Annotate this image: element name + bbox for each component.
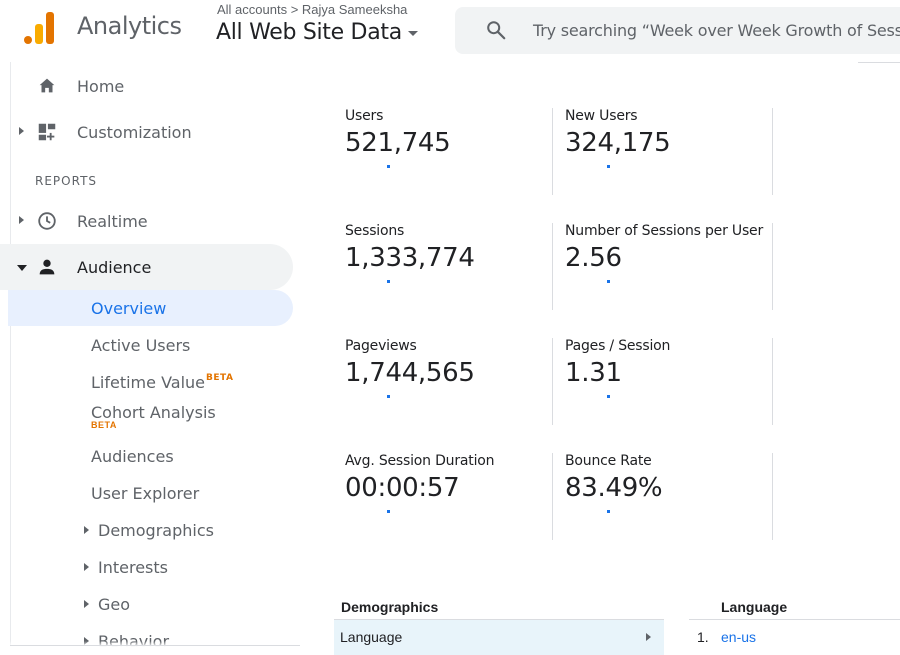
sparkline — [387, 165, 390, 168]
sidebar-item-active-users[interactable]: Active Users — [91, 336, 191, 355]
sparkline — [387, 395, 390, 398]
sidebar-item-geo[interactable]: Geo — [98, 595, 131, 614]
analytics-logo-icon[interactable] — [24, 10, 56, 44]
metric-divider — [552, 108, 553, 195]
overview-highlight — [8, 290, 293, 326]
sidebar-item-interests[interactable]: Interests — [98, 558, 168, 577]
metric-sessions[interactable]: Sessions 1,333,774 — [345, 223, 565, 311]
expand-arrow-icon — [84, 526, 89, 534]
search-bar[interactable]: Try searching “Week over Week Growth of … — [455, 7, 900, 54]
metric-new-users[interactable]: New Users 324,175 — [565, 108, 785, 196]
metric-name: Bounce Rate — [565, 453, 652, 469]
sidebar-item-overview[interactable]: Overview — [91, 299, 167, 318]
metric-divider — [552, 338, 553, 425]
sidebar-item-cohort-analysis[interactable]: Cohort Analysis — [91, 403, 216, 422]
metric-divider — [552, 223, 553, 310]
search-icon — [487, 21, 506, 40]
sidebar-item-customization[interactable]: Customization — [0, 112, 300, 152]
search-placeholder: Try searching “Week over Week Growth of … — [533, 21, 900, 40]
metric-value: 324,175 — [565, 128, 671, 158]
metric-value: 2.56 — [565, 243, 622, 273]
sidebar-item-label: Audience — [77, 258, 152, 277]
sparkline — [607, 395, 610, 398]
sidebar-fade — [0, 641, 300, 655]
sidebar-item-lifetime-value[interactable]: Lifetime ValueBETA — [91, 373, 233, 392]
metric-name: Users — [345, 108, 384, 124]
metric-value: 1,333,774 — [345, 243, 475, 273]
sidebar-item-home[interactable]: Home — [0, 66, 300, 106]
metric-divider — [552, 453, 553, 540]
metric-bounce-rate[interactable]: Bounce Rate 83.49% — [565, 453, 785, 541]
metric-pages-per-session[interactable]: Pages / Session 1.31 — [565, 338, 785, 426]
sidebar-item-audiences[interactable]: Audiences — [91, 447, 174, 466]
metric-value: 1.31 — [565, 358, 622, 388]
language-table-title: Language — [721, 599, 788, 615]
audience-highlight — [0, 244, 293, 290]
dimension-label: Language — [340, 629, 403, 645]
beta-badge: BETA — [91, 420, 117, 430]
demographics-title: Demographics — [341, 599, 439, 615]
demographics-divider — [334, 619, 664, 620]
person-icon — [39, 259, 55, 275]
property-selector[interactable]: All Web Site Data — [216, 20, 418, 45]
metric-value: 521,745 — [345, 128, 451, 158]
metric-divider — [772, 453, 773, 540]
clock-icon — [38, 212, 56, 230]
header-divider — [858, 62, 900, 63]
metric-sessions-per-user[interactable]: Number of Sessions per User 2.56 — [565, 223, 785, 311]
metric-name: New Users — [565, 108, 638, 124]
sidebar-bottom-divider — [10, 645, 300, 646]
account-breadcrumb[interactable]: All accounts > Rajya Sameeksha — [217, 2, 408, 17]
language-table-divider — [689, 619, 900, 620]
sparkline — [607, 280, 610, 283]
chevron-right-icon — [646, 633, 651, 641]
property-name: All Web Site Data — [216, 20, 402, 45]
sidebar-item-label: Lifetime Value — [91, 373, 206, 392]
app-title[interactable]: Analytics — [77, 12, 182, 40]
collapse-arrow-icon — [17, 265, 27, 271]
caret-down-icon — [407, 30, 418, 36]
sidebar-item-label: Realtime — [77, 212, 148, 231]
sidebar-edge — [10, 62, 11, 655]
sparkline — [607, 165, 610, 168]
expand-arrow-icon — [84, 600, 89, 608]
metric-name: Sessions — [345, 223, 405, 239]
metric-name: Pages / Session — [565, 338, 671, 354]
dashboard-grid-icon — [38, 123, 56, 141]
reports-section-label: REPORTS — [35, 174, 98, 188]
app-header: Analytics All accounts > Rajya Sameeksha… — [0, 0, 900, 62]
expand-arrow-icon — [84, 563, 89, 571]
metric-divider — [772, 108, 773, 195]
metric-divider — [772, 338, 773, 425]
metric-divider — [772, 223, 773, 310]
expand-arrow-icon — [19, 127, 24, 135]
home-icon — [39, 78, 55, 93]
sparkline — [387, 280, 390, 283]
metric-value: 1,744,565 — [345, 358, 475, 388]
metric-value: 00:00:57 — [345, 473, 460, 503]
metric-value: 83.49% — [565, 473, 663, 503]
metric-name: Number of Sessions per User — [565, 223, 764, 239]
table-row-rank: 1. — [697, 629, 709, 645]
beta-badge: BETA — [206, 373, 234, 383]
metric-pageviews[interactable]: Pageviews 1,744,565 — [345, 338, 565, 426]
sidebar-item-label: Home — [77, 77, 125, 96]
language-link[interactable]: en-us — [721, 629, 757, 645]
metric-avg-session-duration[interactable]: Avg. Session Duration 00:00:57 — [345, 453, 565, 541]
metric-name: Pageviews — [345, 338, 417, 354]
sparkline — [607, 510, 610, 513]
metric-name: Avg. Session Duration — [345, 453, 495, 469]
expand-arrow-icon — [19, 216, 24, 224]
sidebar-item-realtime[interactable]: Realtime — [0, 201, 300, 241]
sidebar-item-label: Customization — [77, 123, 192, 142]
sparkline — [387, 510, 390, 513]
sidebar-item-user-explorer[interactable]: User Explorer — [91, 484, 200, 503]
sidebar-item-demographics[interactable]: Demographics — [98, 521, 214, 540]
sidebar-item-audience[interactable]: Audience — [0, 247, 293, 287]
demographics-row-language[interactable]: Language — [334, 620, 664, 655]
metric-users[interactable]: Users 521,745 — [345, 108, 565, 196]
